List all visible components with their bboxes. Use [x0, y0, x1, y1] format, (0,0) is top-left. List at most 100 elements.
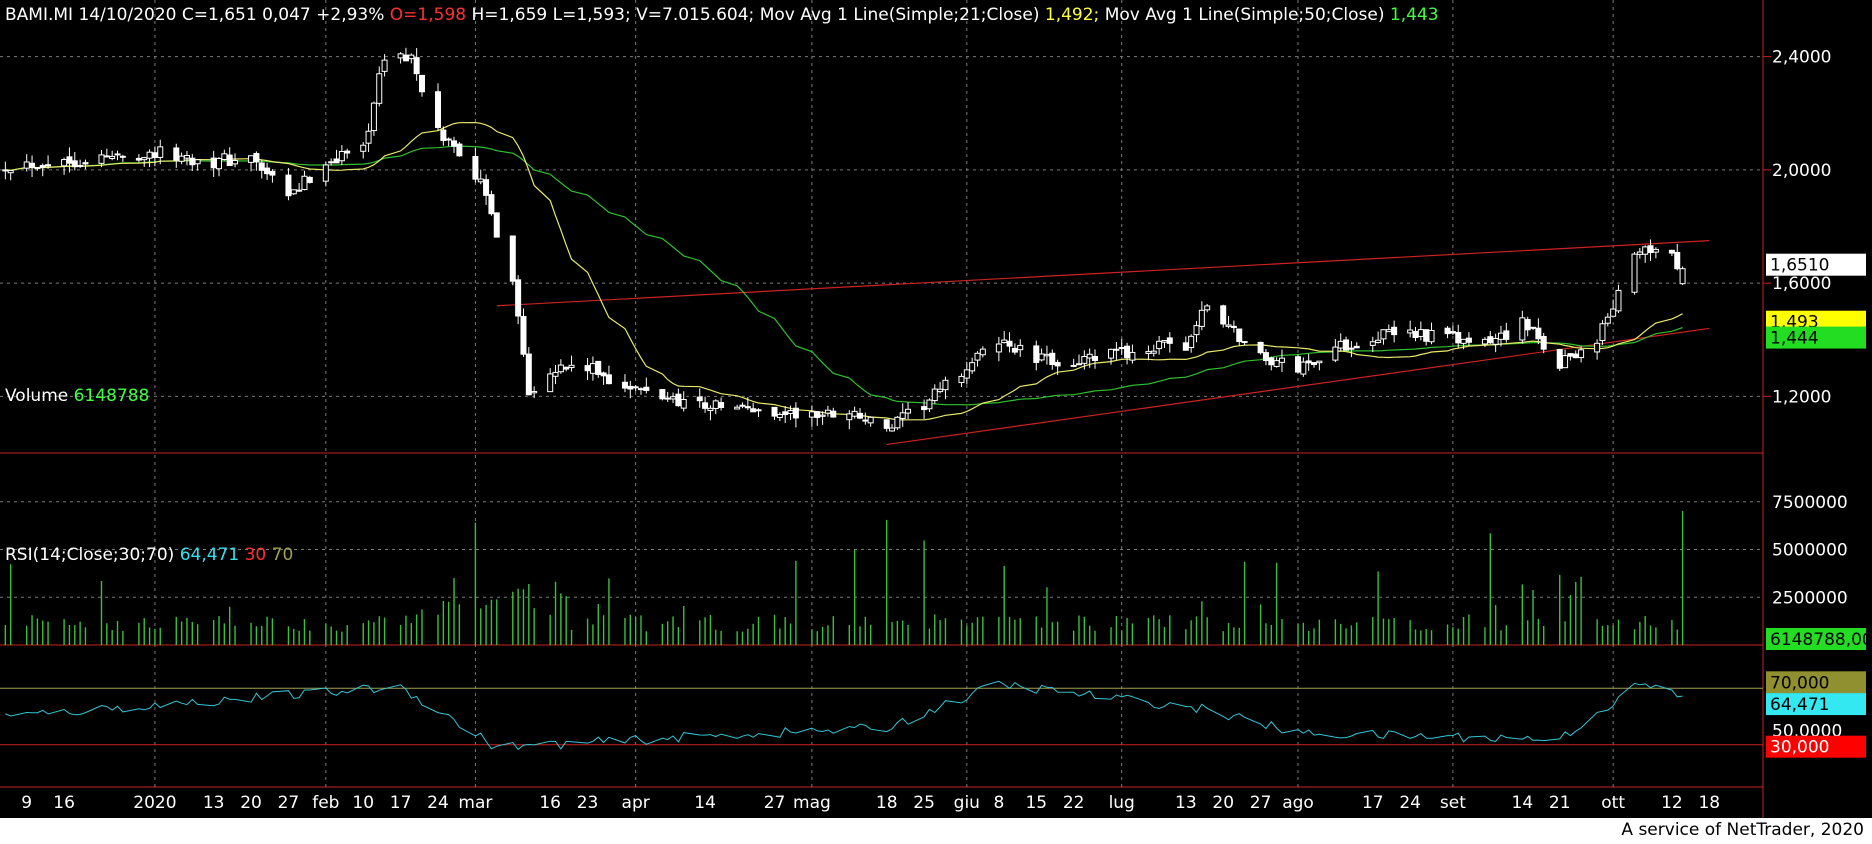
candle-body [376, 73, 383, 104]
candle-body [1332, 346, 1339, 361]
x-tick-label: 27 [764, 793, 786, 813]
candle-body [552, 371, 559, 377]
candle-body [338, 151, 345, 162]
ma50-label: Mov Avg 1 Line(Simple;50;Close) [1104, 5, 1385, 25]
candle-body [2, 169, 9, 172]
candle-body [1225, 324, 1232, 327]
candle-body [509, 235, 516, 282]
candle-body [1391, 326, 1398, 336]
trendline [496, 240, 1710, 307]
candle-body [1636, 251, 1643, 255]
candle-body [600, 372, 607, 377]
candle-body [1316, 360, 1323, 364]
x-tick-label: 16 [53, 793, 75, 813]
candle-body [322, 164, 329, 182]
candle-body [451, 140, 458, 147]
high-value: H=1,659 [471, 5, 548, 25]
candle-body [718, 402, 725, 408]
candle-body [787, 410, 794, 414]
x-tick-label: 9 [21, 793, 32, 813]
x-tick-label: apr [622, 793, 650, 813]
candle-body [333, 158, 340, 164]
candle-body [1054, 362, 1061, 367]
candle-body [1578, 349, 1585, 359]
candle-body [1006, 340, 1013, 347]
candle-body [1412, 331, 1419, 339]
candle-body [808, 411, 815, 418]
candle-body [119, 155, 126, 158]
candle-body [744, 406, 751, 409]
candle-body [525, 353, 532, 396]
candle-body [370, 102, 377, 132]
candle-body [851, 410, 858, 417]
candle-body [921, 406, 928, 411]
candle-body [1642, 246, 1649, 255]
candle-body [1594, 342, 1601, 353]
candle-body [135, 157, 142, 161]
open-value: O=1,598 [389, 5, 467, 25]
x-tick-label: 27 [278, 793, 300, 813]
rsi-value-tag: 64,471 [1770, 695, 1829, 715]
candle-body [905, 408, 912, 414]
candle-body [1492, 337, 1499, 345]
volume-header: Volume 6148788 [5, 386, 149, 406]
ma21-value: 1,492 [1044, 5, 1094, 25]
x-tick-label: 10 [352, 793, 374, 813]
candle-body [1674, 251, 1681, 270]
candle-body [995, 343, 1002, 353]
candle-body [1294, 356, 1301, 373]
candle-body [45, 164, 52, 167]
volume-axis-label: 7500000 [1772, 493, 1848, 513]
candle-body [1118, 347, 1125, 350]
candle-body [1070, 364, 1077, 367]
candle-body [889, 427, 896, 432]
candle-body [109, 155, 116, 159]
candle-body [29, 162, 36, 168]
candle-body [1503, 330, 1510, 340]
candle-body [456, 143, 463, 157]
candle-body [1230, 325, 1237, 329]
candle-body [173, 147, 180, 161]
x-tick-label: 20 [240, 793, 262, 813]
candle-body [1081, 356, 1088, 364]
candle-body [413, 57, 420, 75]
x-tick-label: 13 [1175, 793, 1197, 813]
candle-body [23, 161, 30, 169]
candle-body [306, 176, 313, 183]
x-tick-label: 24 [427, 793, 449, 813]
candle-body [1465, 337, 1472, 343]
candle-body [344, 150, 351, 154]
candle-body [397, 53, 404, 59]
quote-header: BAMI.MI 14/10/2020 C=1,651 0,047 +2,93% … [5, 5, 1439, 25]
candle-body [232, 159, 239, 165]
candle-body [34, 167, 41, 170]
candle-body [477, 178, 484, 183]
candle-body [1182, 342, 1189, 351]
rsi-panel-high: 70 [271, 545, 294, 565]
candle-body [1278, 357, 1285, 363]
volume-panel-value: 6148788 [73, 386, 150, 406]
candle-body [702, 402, 709, 409]
candle-body [958, 375, 965, 384]
candle-body [1188, 335, 1195, 349]
candle-body [1444, 327, 1451, 335]
candle-body [1124, 345, 1131, 359]
candle-body [734, 406, 741, 410]
candle-body [627, 385, 634, 390]
candle-body [296, 189, 303, 192]
ma50-tag-bg [1766, 326, 1866, 349]
candle-body [1375, 339, 1382, 344]
x-tick-label: ago [1282, 793, 1314, 813]
candle-body [77, 164, 84, 167]
candle-body [1423, 329, 1430, 342]
candle-body [942, 379, 949, 391]
ticker: BAMI.MI [5, 5, 74, 25]
candle-body [563, 366, 570, 370]
candle-body [584, 365, 591, 372]
candle-body [1198, 309, 1205, 327]
candle-body [520, 316, 527, 355]
candle-body [568, 364, 575, 369]
candle-body [269, 170, 276, 176]
candle-body [114, 153, 121, 156]
candle-body [146, 151, 153, 159]
